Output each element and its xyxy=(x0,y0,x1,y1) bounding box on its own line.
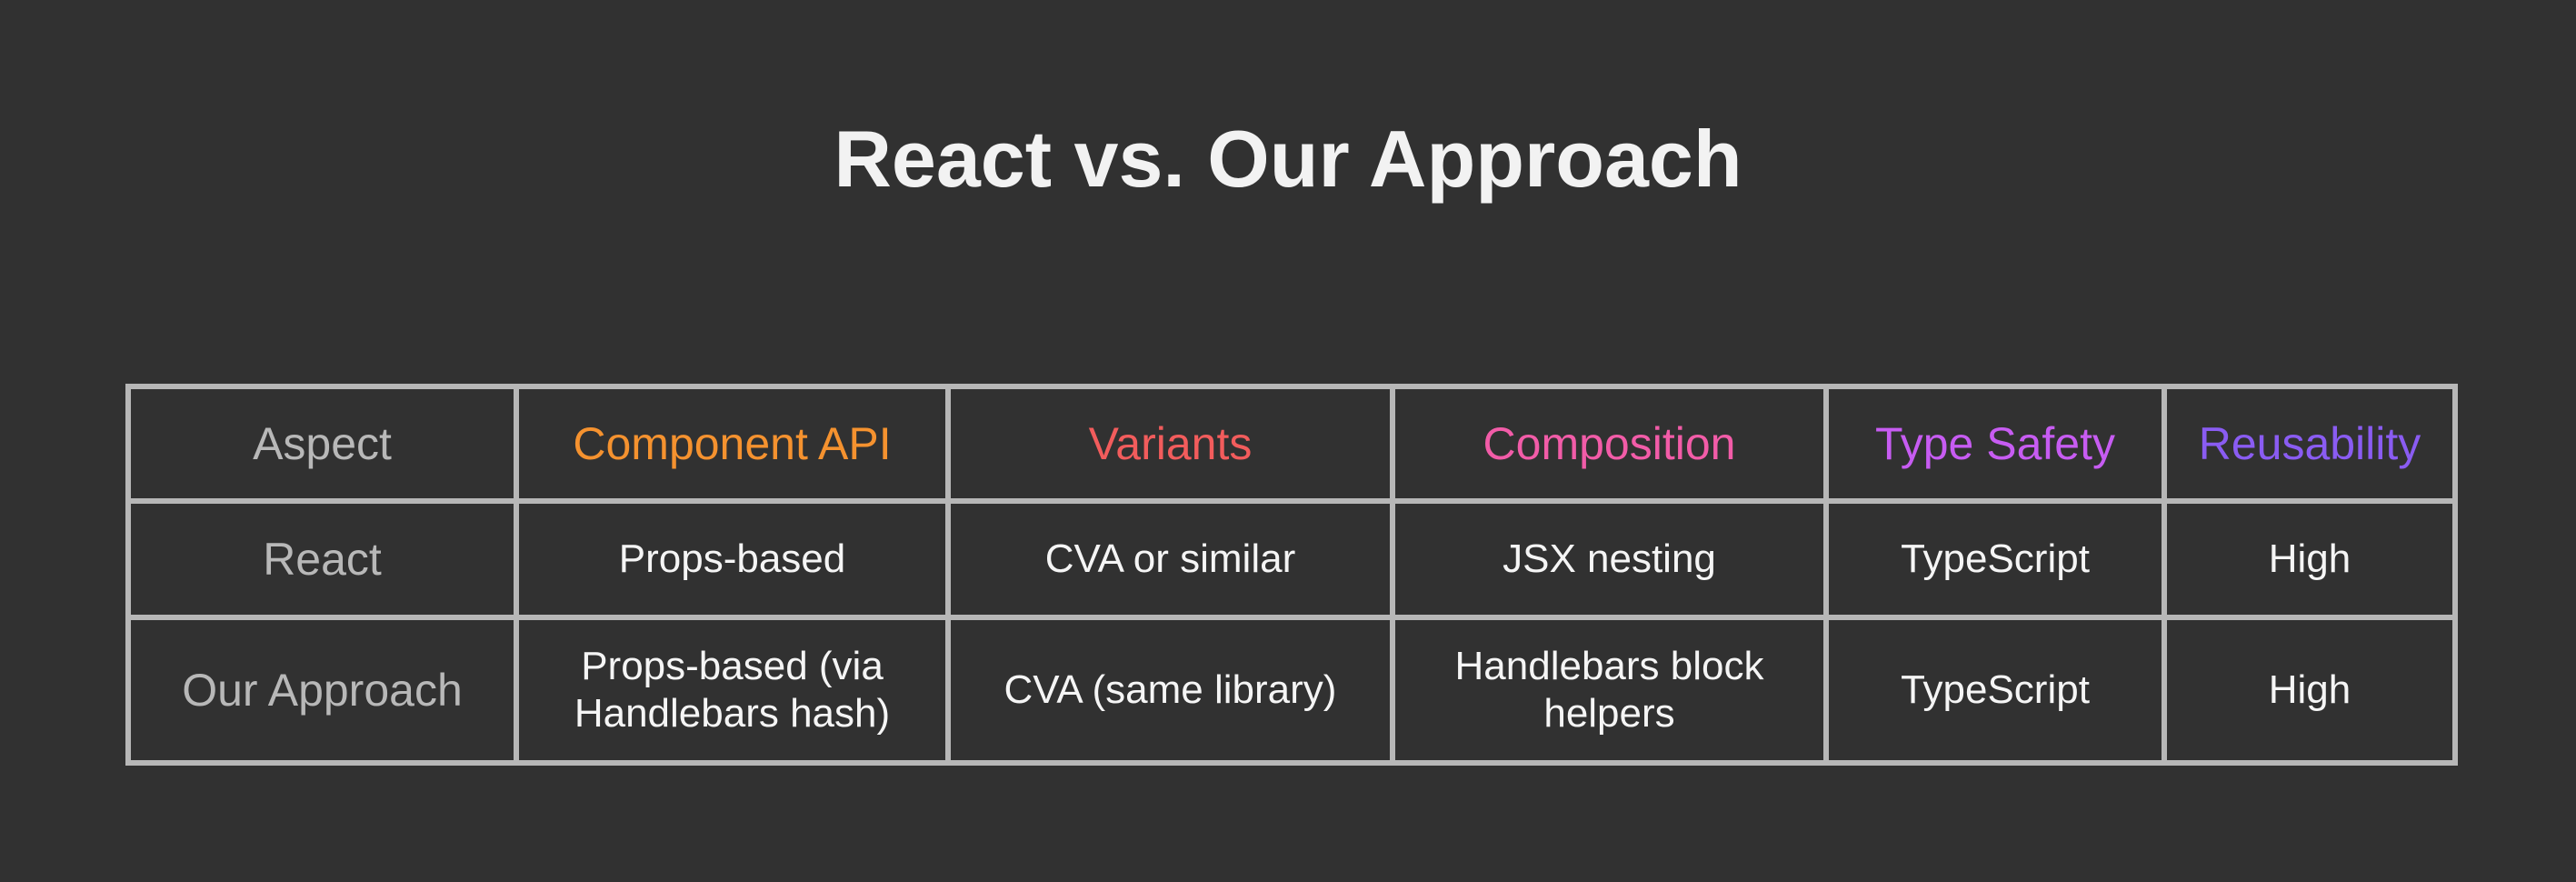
column-header: Aspect xyxy=(131,389,514,498)
row-header: Our Approach xyxy=(131,620,514,760)
table-cell: Props-based xyxy=(519,504,945,615)
column-header: Variants xyxy=(951,389,1390,498)
table-cell: JSX nesting xyxy=(1395,504,1823,615)
column-header: Component API xyxy=(519,389,945,498)
table-cell: High xyxy=(2167,504,2452,615)
comparison-table: Aspect Component API Variants Composition Ty… xyxy=(125,384,2458,766)
column-header: Reusability xyxy=(2167,389,2452,498)
table-cell: TypeScript xyxy=(1829,620,2162,760)
table-cell: Props-based (via Handlebars hash) xyxy=(519,620,945,760)
page-title: React vs. Our Approach xyxy=(834,114,1742,204)
table-cell: CVA or similar xyxy=(951,504,1390,615)
table-cell: Handlebars block helpers xyxy=(1395,620,1823,760)
column-header: Composition xyxy=(1395,389,1823,498)
column-header: Type Safety xyxy=(1829,389,2162,498)
table-cell: High xyxy=(2167,620,2452,760)
table-cell: TypeScript xyxy=(1829,504,2162,615)
table-cell: CVA (same library) xyxy=(951,620,1390,760)
row-header: React xyxy=(131,504,514,615)
